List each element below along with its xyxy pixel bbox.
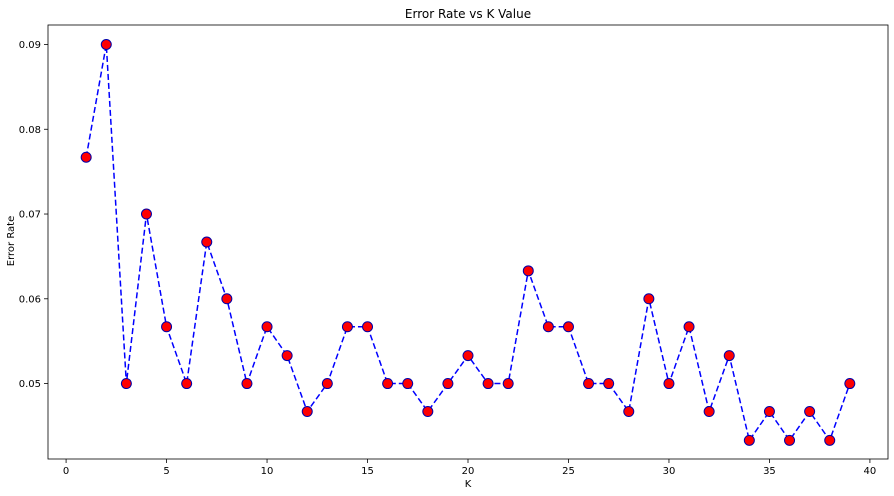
data-point [281, 350, 293, 362]
data-point [804, 406, 816, 418]
data-point [824, 434, 836, 446]
x-tick-label: 0 [63, 466, 69, 477]
data-point [201, 236, 213, 248]
data-point [844, 378, 856, 390]
data-point [663, 378, 675, 390]
x-axis-ticks: 0 5 10 15 20 25 30 35 40 [63, 459, 876, 477]
data-point [723, 350, 735, 362]
plot-area [80, 38, 856, 446]
data-point [362, 321, 374, 333]
data-point [542, 321, 554, 333]
data-point [703, 406, 715, 418]
data-point [100, 38, 112, 50]
x-tick-label: 35 [763, 466, 776, 477]
data-point [482, 378, 494, 390]
data-point [462, 350, 474, 362]
data-point [583, 378, 595, 390]
data-point [623, 406, 635, 418]
y-tick-label: 0.06 [19, 294, 41, 305]
x-tick-label: 40 [864, 466, 877, 477]
data-point [743, 434, 755, 446]
y-axis-ticks: 0.05 0.06 0.07 0.08 0.09 [19, 40, 48, 390]
data-point [522, 265, 534, 277]
x-tick-label: 25 [562, 466, 575, 477]
data-point [422, 406, 434, 418]
data-point [261, 321, 273, 333]
y-tick-label: 0.07 [19, 210, 41, 221]
data-point [161, 321, 173, 333]
data-point [181, 378, 193, 390]
data-point [140, 208, 152, 220]
data-point [643, 293, 655, 305]
data-point [80, 151, 92, 163]
chart-title: Error Rate vs K Value [405, 7, 531, 21]
x-axis-label: K [465, 479, 472, 490]
data-point [382, 378, 394, 390]
data-point [784, 434, 796, 446]
data-point [562, 321, 574, 333]
x-tick-label: 5 [163, 466, 169, 477]
x-tick-label: 20 [462, 466, 475, 477]
x-tick-label: 10 [261, 466, 274, 477]
data-point [221, 293, 233, 305]
data-point [402, 378, 414, 390]
series-line [85, 44, 851, 443]
data-point [502, 378, 514, 390]
y-tick-label: 0.05 [19, 379, 41, 390]
plot-frame [47, 24, 889, 460]
y-tick-label: 0.08 [19, 125, 41, 136]
data-point [321, 378, 333, 390]
y-tick-label: 0.09 [19, 40, 41, 51]
data-point [301, 406, 313, 418]
data-point [120, 378, 132, 390]
data-point [341, 321, 353, 333]
data-point [241, 378, 253, 390]
data-point [603, 378, 615, 390]
y-axis-label: Error Rate [6, 216, 17, 266]
x-tick-label: 30 [663, 466, 676, 477]
x-tick-label: 15 [361, 466, 374, 477]
data-point [763, 406, 775, 418]
data-point [683, 321, 695, 333]
data-point [442, 378, 454, 390]
